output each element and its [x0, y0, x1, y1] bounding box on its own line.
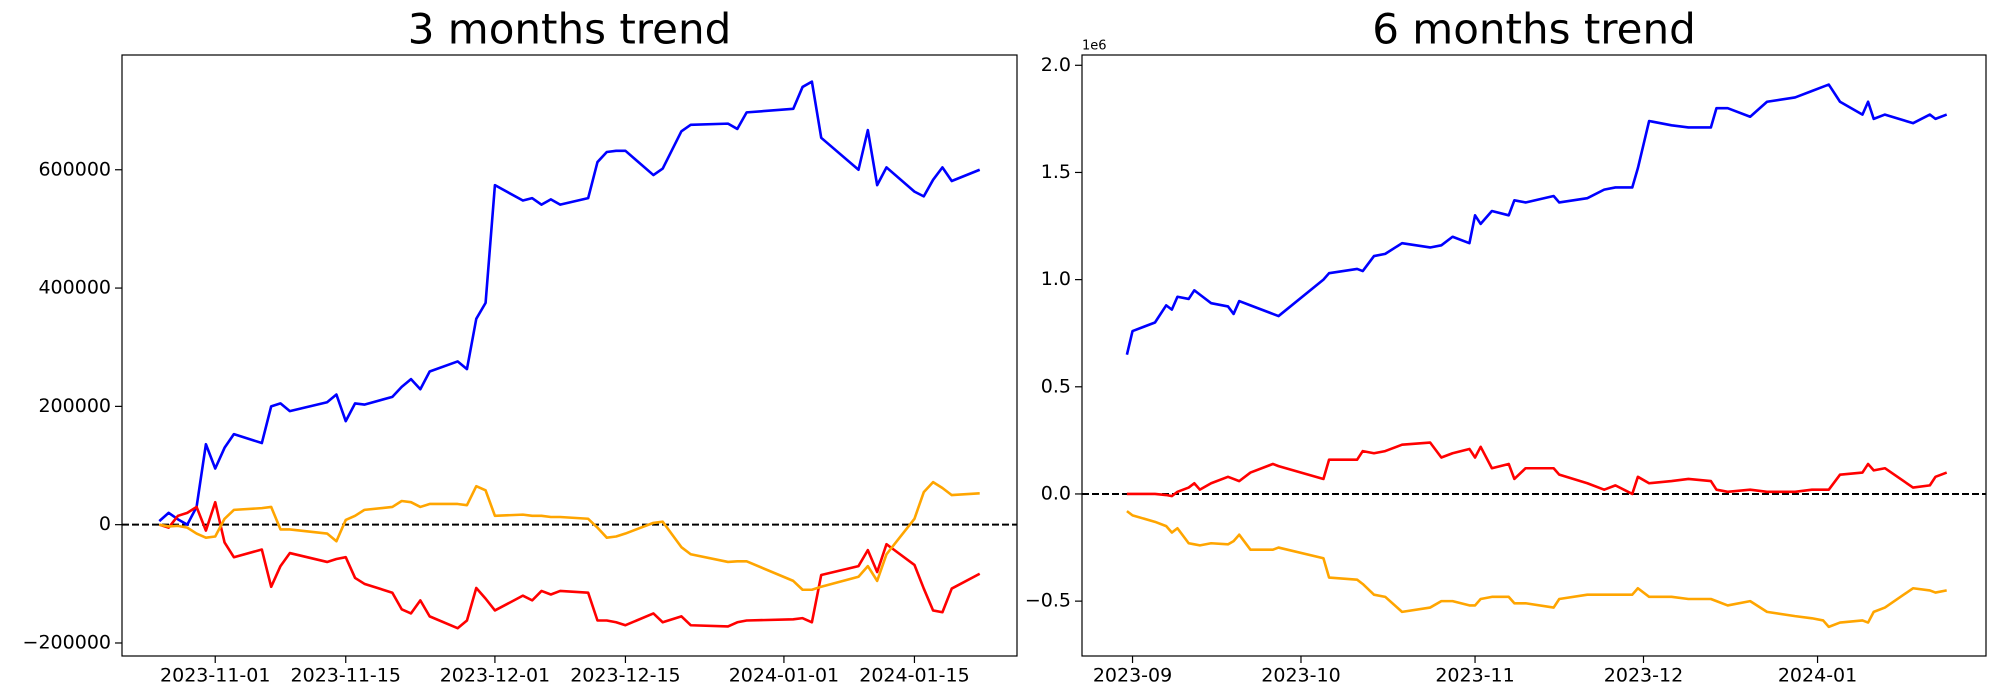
- y-tick-label: 1.5: [1041, 161, 1071, 183]
- x-tick-label: 2023-10: [1261, 665, 1340, 687]
- y-tick-label: −0.5: [1025, 590, 1071, 612]
- x-tick-label: 2023-12-01: [440, 665, 550, 687]
- x-tick-label: 2023-11-15: [291, 665, 401, 687]
- y-tick-label: 600000: [38, 158, 111, 180]
- y-tick-label: 2.0: [1041, 54, 1071, 76]
- y-offset-label: 1e6: [1082, 39, 1107, 54]
- chart-title: 6 months trend: [1372, 5, 1696, 54]
- y-tick-label: 0: [99, 513, 111, 535]
- x-tick-label: 2023-12: [1604, 665, 1683, 687]
- x-tick-label: 2023-11-01: [160, 665, 270, 687]
- series-line: [158, 500, 981, 630]
- plot-frame: [1081, 54, 1987, 657]
- y-tick-label: 200000: [38, 395, 111, 417]
- y-tick-label: 1.0: [1041, 268, 1071, 290]
- series-line: [1126, 441, 1948, 498]
- x-tick-label: 2023-09: [1093, 665, 1172, 687]
- y-tick-label: 400000: [38, 277, 111, 299]
- y-tick-label: −200000: [23, 631, 111, 653]
- series-line: [158, 80, 981, 526]
- x-tick-label: 2024-01-01: [729, 665, 839, 687]
- series-line: [1126, 510, 1947, 629]
- series-line: [159, 480, 980, 592]
- x-tick-label: 2024-01: [1778, 665, 1857, 687]
- y-tick-label: 0.0: [1041, 482, 1071, 504]
- x-tick-label: 2023-11: [1435, 665, 1514, 687]
- chart-title: 3 months trend: [408, 5, 732, 54]
- plot-frame: [121, 54, 1018, 657]
- y-tick-label: 0.5: [1041, 375, 1071, 397]
- series-line: [1125, 83, 1948, 355]
- x-tick-label: 2024-01-15: [859, 665, 969, 687]
- x-tick-label: 2023-12-15: [570, 665, 680, 687]
